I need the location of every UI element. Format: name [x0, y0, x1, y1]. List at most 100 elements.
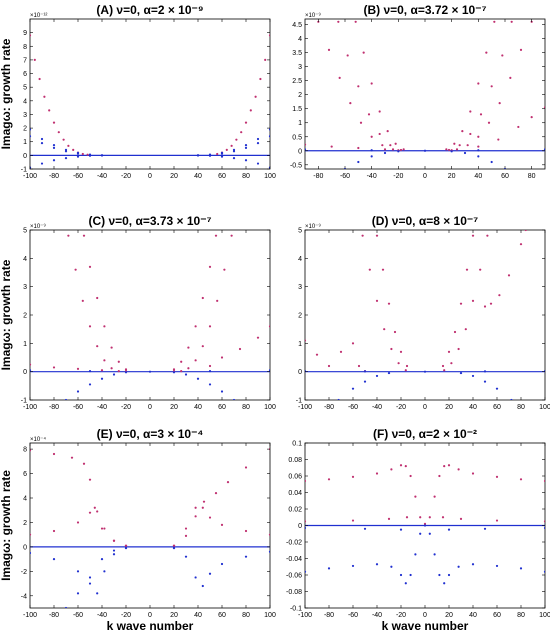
data-point: [543, 479, 545, 483]
y-multiplier: ×10⁻¹²: [30, 13, 47, 19]
data-point: [194, 506, 197, 509]
x-tick-label: -40: [97, 404, 107, 411]
y-tick-label: 4.5: [292, 22, 302, 29]
data-point: [244, 146, 248, 149]
data-point: [509, 76, 512, 79]
data-point: [76, 390, 80, 393]
data-point: [483, 380, 487, 383]
data-point: [498, 294, 501, 297]
x-tick-label: 80: [517, 612, 525, 619]
data-point: [330, 145, 333, 148]
data-point: [375, 563, 379, 566]
data-point: [495, 519, 499, 522]
data-point: [378, 110, 381, 113]
data-point: [201, 506, 204, 509]
data-point: [220, 155, 224, 158]
data-point: [447, 528, 451, 531]
data-point: [117, 370, 120, 373]
data-point: [33, 58, 36, 62]
series-4: [305, 148, 545, 152]
data-point: [495, 564, 499, 568]
x-tick-label: 100: [264, 173, 276, 180]
data-point: [187, 346, 190, 349]
y-tick-label: 1: [298, 120, 302, 127]
data-point: [477, 149, 480, 152]
data-point: [381, 144, 384, 147]
data-point: [363, 380, 367, 383]
data-point: [404, 465, 407, 468]
data-point: [397, 150, 400, 153]
y-tick-label: -1: [21, 167, 27, 174]
data-point: [383, 328, 386, 331]
data-point: [305, 570, 307, 573]
data-point: [387, 302, 391, 305]
data-point: [238, 347, 242, 351]
data-point: [381, 268, 385, 271]
data-point: [517, 125, 520, 129]
y-tick-label: 5: [23, 85, 27, 92]
y-tick-label: 6: [23, 71, 27, 78]
data-point: [172, 547, 176, 550]
data-point: [543, 148, 545, 151]
x-tick-label: -100: [23, 173, 37, 180]
x-tick-label: 40: [469, 404, 477, 411]
data-point: [268, 135, 270, 138]
y-tick-label: 0: [298, 369, 302, 376]
x-tick-label: -80: [313, 173, 323, 180]
data-point: [543, 570, 545, 573]
data-point: [490, 85, 493, 88]
x-tick-label: 40: [194, 173, 202, 180]
data-point: [453, 142, 456, 145]
x-tick-label: 20: [170, 173, 178, 180]
data-point: [485, 51, 488, 54]
data-point: [232, 156, 236, 160]
data-point: [64, 150, 68, 153]
y-tick-label: -0.02: [286, 540, 302, 547]
data-point: [40, 137, 44, 141]
data-point: [194, 515, 197, 518]
data-point: [471, 563, 475, 566]
y-tick-label: 0.02: [288, 507, 302, 514]
data-point: [447, 464, 451, 467]
data-point: [76, 367, 80, 370]
data-point: [375, 374, 379, 378]
data-point: [405, 516, 409, 519]
data-point: [30, 363, 32, 366]
data-point: [378, 132, 381, 136]
x-axis-label: k wave number: [107, 619, 194, 632]
data-point: [93, 506, 96, 509]
data-point: [88, 582, 92, 585]
series-0: [361, 234, 489, 372]
data-point: [52, 144, 56, 147]
data-point: [208, 325, 212, 328]
data-point: [459, 371, 463, 375]
x-tick-label: -20: [396, 612, 406, 619]
data-point: [402, 148, 405, 151]
data-point: [112, 373, 116, 376]
data-point: [393, 330, 397, 334]
x-tick-label: -20: [121, 404, 131, 411]
data-point: [180, 370, 183, 373]
data-point: [244, 121, 248, 124]
data-point: [359, 121, 363, 124]
data-point: [461, 130, 464, 133]
data-point: [100, 527, 104, 530]
data-point: [443, 582, 446, 585]
panel-title: (C) ν=0, α=3.73 × 10⁻⁷: [88, 214, 211, 228]
data-point: [399, 573, 403, 577]
y-tick-label: 7: [23, 57, 27, 64]
data-point: [386, 130, 389, 133]
y-tick-label: 2: [298, 313, 302, 320]
y-tick-label: 3: [23, 112, 27, 119]
data-point: [409, 474, 412, 478]
data-point: [220, 562, 224, 566]
data-point: [362, 51, 365, 54]
data-point: [450, 150, 453, 153]
data-point: [196, 377, 200, 380]
panel-title: (F) ν=0, α=2 × 10⁻²: [373, 427, 477, 441]
series-1: [375, 234, 475, 368]
panel-2: -100 -80 -60 -40 -20 0 20 40 60 80 100 -1 0 1 2 3 4 5×10⁻…: [0, 214, 276, 411]
x-tick-label: 40: [194, 612, 202, 619]
data-point: [397, 362, 400, 365]
data-point: [404, 369, 407, 372]
